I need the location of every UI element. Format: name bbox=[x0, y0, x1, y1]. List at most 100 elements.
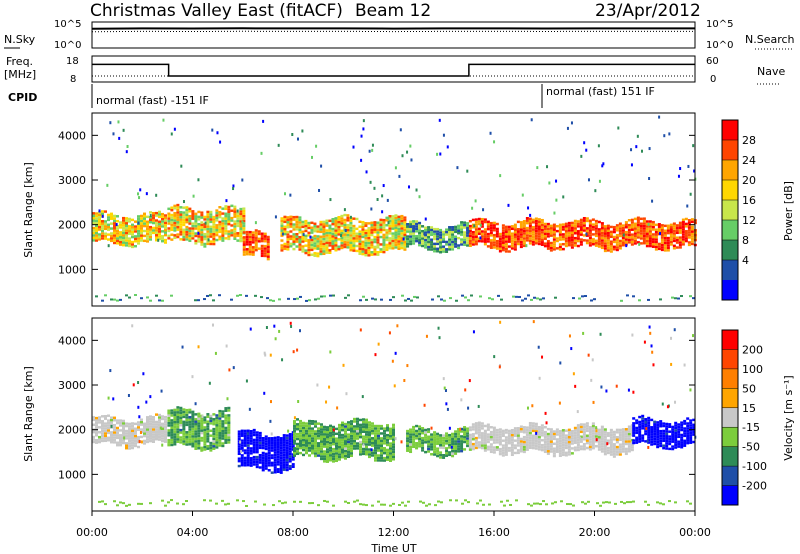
heatmap-cell bbox=[149, 225, 152, 229]
colorbar-tick-label: 24 bbox=[742, 154, 756, 167]
heatmap-cell bbox=[690, 225, 694, 228]
heatmap-cell bbox=[492, 436, 496, 439]
heatmap-cell bbox=[606, 246, 610, 250]
heatmap-cell bbox=[660, 248, 664, 252]
heatmap-cell bbox=[267, 469, 271, 472]
heatmap-cell bbox=[104, 417, 107, 420]
heatmap-cell bbox=[439, 443, 443, 447]
heatmap-cell bbox=[320, 445, 323, 448]
heatmap-cell bbox=[374, 456, 377, 460]
heatmap-cell bbox=[421, 229, 425, 233]
heatmap-cell bbox=[392, 431, 395, 434]
heatmap-cell bbox=[200, 446, 204, 450]
heatmap-cell bbox=[296, 435, 299, 438]
heatmap-cell bbox=[463, 243, 467, 246]
heatmap-cell bbox=[391, 215, 395, 218]
heatmap-cell bbox=[394, 238, 398, 242]
heatmap-cell bbox=[501, 439, 505, 442]
heatmap-cell bbox=[286, 216, 290, 219]
heatmap-cell bbox=[128, 242, 131, 245]
heatmap-cell bbox=[237, 430, 241, 433]
heatmap-cell bbox=[323, 457, 326, 461]
heatmap-cell bbox=[468, 219, 472, 223]
heatmap-cell bbox=[684, 237, 688, 240]
scatter-cell bbox=[370, 448, 373, 452]
heatmap-cell bbox=[167, 219, 171, 223]
heatmap-cell bbox=[454, 449, 458, 453]
heatmap-cell bbox=[346, 226, 350, 229]
heatmap-cell bbox=[534, 217, 538, 220]
scatter-cell bbox=[368, 149, 371, 153]
heatmap-cell bbox=[206, 218, 210, 221]
heatmap-cell bbox=[131, 432, 134, 435]
heatmap-cell bbox=[412, 227, 416, 230]
heatmap-cell bbox=[424, 238, 428, 242]
ground-scatter-cell bbox=[209, 499, 212, 502]
heatmap-cell bbox=[498, 247, 502, 251]
heatmap-cell bbox=[573, 224, 577, 228]
heatmap-cell bbox=[612, 430, 616, 434]
heatmap-cell bbox=[191, 229, 195, 233]
heatmap-cell bbox=[317, 432, 320, 435]
heatmap-cell bbox=[642, 222, 646, 225]
heatmap-cell bbox=[221, 229, 225, 233]
heatmap-cell bbox=[293, 452, 296, 455]
heatmap-cell bbox=[200, 419, 204, 423]
heatmap-cell bbox=[206, 420, 210, 423]
heatmap-cell bbox=[95, 416, 98, 420]
heatmap-cell bbox=[394, 216, 398, 220]
heatmap-cell bbox=[362, 428, 365, 431]
heatmap-cell bbox=[639, 222, 643, 225]
heatmap-cell bbox=[261, 468, 265, 472]
heatmap-cell bbox=[615, 233, 619, 237]
heatmap-cell bbox=[439, 250, 443, 254]
heatmap-cell bbox=[666, 239, 670, 242]
scatter-cell bbox=[647, 445, 650, 449]
heatmap-cell bbox=[522, 242, 526, 245]
heatmap-cell bbox=[668, 435, 672, 438]
heatmap-cell bbox=[492, 233, 496, 237]
heatmap-cell bbox=[179, 215, 183, 219]
heatmap-cell bbox=[374, 444, 377, 447]
heatmap-cell bbox=[188, 210, 192, 213]
heatmap-cell bbox=[582, 234, 586, 237]
heatmap-cell bbox=[185, 416, 189, 419]
heatmap-cell bbox=[460, 223, 464, 227]
scatter-cell bbox=[137, 405, 140, 409]
heatmap-cell bbox=[558, 243, 562, 246]
heatmap-cell bbox=[537, 235, 541, 238]
heatmap-cell bbox=[173, 440, 177, 444]
heatmap-cell bbox=[310, 248, 314, 252]
scatter-cell bbox=[181, 345, 184, 349]
heatmap-cell bbox=[212, 242, 216, 246]
heatmap-cell bbox=[258, 461, 262, 464]
heatmap-cell bbox=[495, 428, 499, 432]
heatmap-cell bbox=[439, 456, 443, 459]
heatmap-cell bbox=[305, 432, 308, 435]
heatmap-cell bbox=[173, 438, 177, 441]
heatmap-cell bbox=[267, 451, 271, 455]
heatmap-cell bbox=[185, 208, 189, 212]
heatmap-cell bbox=[119, 421, 122, 425]
heatmap-cell bbox=[430, 233, 434, 237]
heatmap-cell bbox=[110, 440, 113, 444]
ground-scatter-cell bbox=[278, 500, 281, 503]
heatmap-cell bbox=[188, 423, 192, 426]
heatmap-cell bbox=[236, 219, 240, 223]
heatmap-cell bbox=[573, 434, 577, 437]
heatmap-cell bbox=[308, 432, 311, 435]
ground-scatter-cell bbox=[356, 499, 359, 502]
heatmap-cell bbox=[376, 228, 380, 232]
heatmap-cell bbox=[639, 224, 643, 228]
heatmap-cell bbox=[322, 230, 326, 233]
heatmap-cell bbox=[350, 452, 353, 455]
heatmap-cell bbox=[347, 445, 350, 449]
heatmap-cell bbox=[176, 235, 180, 239]
heatmap-cell bbox=[510, 239, 514, 243]
heatmap-cell bbox=[657, 230, 661, 233]
heatmap-cell bbox=[325, 244, 329, 247]
heatmap-cell bbox=[594, 219, 598, 223]
heatmap-cell bbox=[128, 432, 131, 435]
ground-scatter-cell bbox=[278, 298, 281, 301]
colorbar-tick-label: 100 bbox=[742, 363, 763, 376]
